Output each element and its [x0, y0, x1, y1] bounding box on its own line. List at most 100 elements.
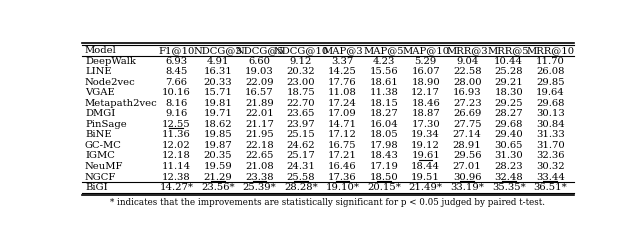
Text: 28.28*: 28.28* [284, 183, 318, 192]
Text: MRR@5: MRR@5 [488, 46, 529, 55]
Text: 22.18: 22.18 [245, 141, 274, 150]
Text: 3.37: 3.37 [332, 57, 354, 65]
Text: 12.02: 12.02 [162, 141, 191, 150]
Text: 36.51*: 36.51* [533, 183, 567, 192]
Text: 17.24: 17.24 [328, 99, 357, 108]
Text: 8.16: 8.16 [165, 99, 188, 108]
Text: 22.65: 22.65 [245, 151, 274, 160]
Text: 19.51: 19.51 [411, 173, 440, 182]
Text: DMGI: DMGI [85, 109, 115, 118]
Text: 29.40: 29.40 [494, 130, 523, 139]
Text: 33.19*: 33.19* [450, 183, 484, 192]
Text: 18.46: 18.46 [412, 99, 440, 108]
Text: MRR@3: MRR@3 [446, 46, 488, 55]
Text: Metapath2vec: Metapath2vec [85, 99, 157, 108]
Text: 23.65: 23.65 [287, 109, 316, 118]
Text: 27.23: 27.23 [453, 99, 481, 108]
Text: 22.01: 22.01 [245, 109, 274, 118]
Text: 23.56*: 23.56* [201, 183, 235, 192]
Text: 19.61: 19.61 [412, 151, 440, 160]
Text: 16.93: 16.93 [453, 88, 481, 97]
Text: 18.62: 18.62 [204, 120, 232, 129]
Text: 18.44: 18.44 [411, 162, 440, 171]
Text: 28.27: 28.27 [494, 109, 523, 118]
Text: 30.65: 30.65 [495, 141, 523, 150]
Text: 22.09: 22.09 [245, 78, 274, 87]
Text: 12.38: 12.38 [162, 173, 191, 182]
Text: NDCG@5: NDCG@5 [235, 46, 284, 55]
Text: 16.31: 16.31 [204, 67, 232, 76]
Text: 18.43: 18.43 [370, 151, 399, 160]
Text: 29.21: 29.21 [494, 78, 523, 87]
Text: 23.97: 23.97 [287, 120, 316, 129]
Text: 20.15*: 20.15* [367, 183, 401, 192]
Text: MAP@3: MAP@3 [322, 46, 363, 55]
Text: 29.68: 29.68 [495, 120, 523, 129]
Text: 17.76: 17.76 [328, 78, 357, 87]
Text: NGCF: NGCF [85, 173, 116, 182]
Text: 22.58: 22.58 [453, 67, 481, 76]
Text: 30.84: 30.84 [536, 120, 564, 129]
Text: 18.61: 18.61 [370, 78, 399, 87]
Text: 16.07: 16.07 [412, 67, 440, 76]
Text: 4.91: 4.91 [207, 57, 229, 65]
Text: 11.38: 11.38 [370, 88, 399, 97]
Text: 17.09: 17.09 [328, 109, 357, 118]
Text: 18.90: 18.90 [412, 78, 440, 87]
Text: 22.70: 22.70 [287, 99, 316, 108]
Text: 21.17: 21.17 [245, 120, 274, 129]
Text: 19.59: 19.59 [204, 162, 232, 171]
Text: 18.05: 18.05 [370, 130, 399, 139]
Text: 14.71: 14.71 [328, 120, 357, 129]
Text: 14.27*: 14.27* [159, 183, 193, 192]
Text: 25.28: 25.28 [494, 67, 523, 76]
Text: 25.15: 25.15 [287, 130, 316, 139]
Text: 19.12: 19.12 [411, 141, 440, 150]
Text: 31.70: 31.70 [536, 141, 564, 150]
Text: 17.30: 17.30 [412, 120, 440, 129]
Text: MAP@10: MAP@10 [402, 46, 449, 55]
Text: 16.04: 16.04 [370, 120, 399, 129]
Text: 9.12: 9.12 [290, 57, 312, 65]
Text: 23.38: 23.38 [245, 173, 274, 182]
Text: 17.21: 17.21 [328, 151, 357, 160]
Text: 21.49*: 21.49* [408, 183, 443, 192]
Text: LINE: LINE [85, 67, 111, 76]
Text: 18.75: 18.75 [287, 88, 316, 97]
Text: 28.91: 28.91 [452, 141, 481, 150]
Text: 5.29: 5.29 [415, 57, 436, 65]
Text: 17.36: 17.36 [328, 173, 357, 182]
Text: 17.98: 17.98 [370, 141, 399, 150]
Text: 27.01: 27.01 [452, 162, 481, 171]
Text: MAP@5: MAP@5 [364, 46, 404, 55]
Text: 24.31: 24.31 [287, 162, 316, 171]
Text: NeuMF: NeuMF [85, 162, 124, 171]
Text: 14.25: 14.25 [328, 67, 357, 76]
Text: IGMC: IGMC [85, 151, 115, 160]
Text: 29.85: 29.85 [536, 78, 564, 87]
Text: 25.39*: 25.39* [243, 183, 276, 192]
Text: 10.16: 10.16 [162, 88, 191, 97]
Text: 32.36: 32.36 [536, 151, 564, 160]
Text: 19.85: 19.85 [204, 130, 232, 139]
Text: 18.50: 18.50 [370, 173, 399, 182]
Text: 19.81: 19.81 [204, 99, 232, 108]
Text: 29.68: 29.68 [536, 99, 564, 108]
Text: 4.23: 4.23 [373, 57, 396, 65]
Text: 19.64: 19.64 [536, 88, 564, 97]
Text: 19.87: 19.87 [204, 141, 232, 150]
Text: 18.87: 18.87 [412, 109, 440, 118]
Text: 15.56: 15.56 [370, 67, 398, 76]
Text: 12.17: 12.17 [411, 88, 440, 97]
Text: 25.58: 25.58 [287, 173, 316, 182]
Text: 12.55: 12.55 [162, 120, 191, 129]
Text: PinSage: PinSage [85, 120, 127, 129]
Text: 24.62: 24.62 [287, 141, 316, 150]
Text: 15.71: 15.71 [204, 88, 232, 97]
Text: 30.96: 30.96 [453, 173, 481, 182]
Text: 19.10*: 19.10* [326, 183, 360, 192]
Text: 23.00: 23.00 [287, 78, 316, 87]
Text: 35.35*: 35.35* [492, 183, 525, 192]
Text: 19.34: 19.34 [411, 130, 440, 139]
Text: 20.32: 20.32 [287, 67, 316, 76]
